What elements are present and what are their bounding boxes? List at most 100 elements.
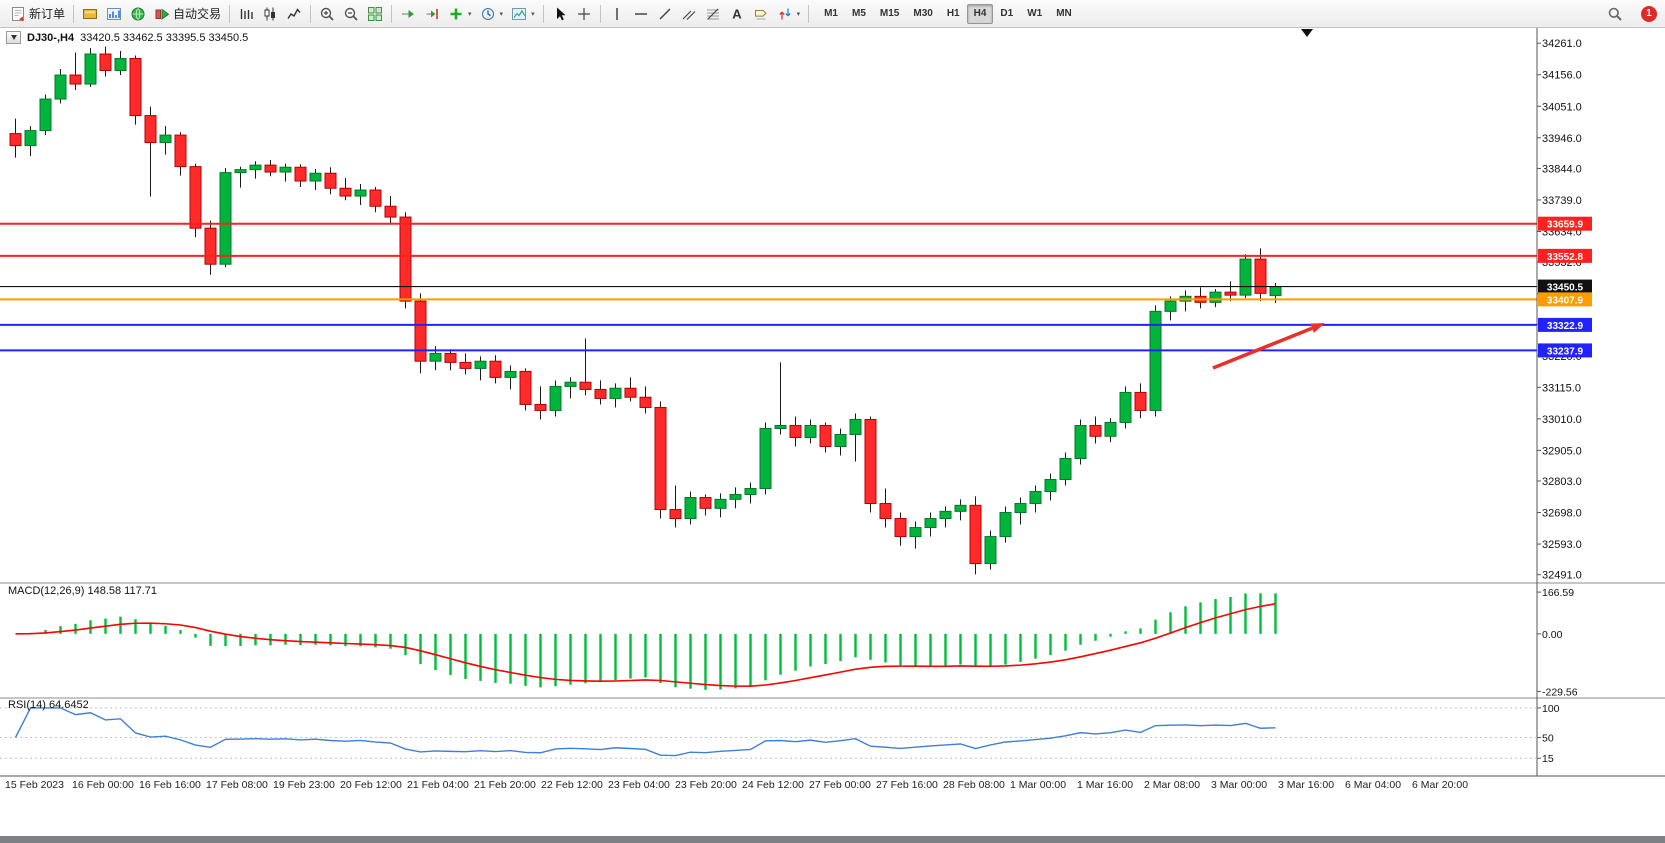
toolbar-separator xyxy=(808,4,810,23)
candlestick-chart-button[interactable] xyxy=(258,3,282,25)
zoom-in-button[interactable] xyxy=(315,3,339,25)
macd-axis-label: 0.00 xyxy=(1542,629,1563,641)
data-window-button[interactable] xyxy=(102,3,126,25)
search-button[interactable] xyxy=(1603,3,1627,25)
new-order-button-label: 新订单 xyxy=(29,7,66,21)
candle-body xyxy=(1164,300,1177,312)
candle-body xyxy=(744,488,757,496)
channel-button[interactable] xyxy=(677,3,701,25)
candle-body xyxy=(339,187,352,197)
symbol-dropdown-button[interactable] xyxy=(6,31,21,44)
tline-icon xyxy=(659,7,671,20)
indicators-button[interactable]: ▾ xyxy=(444,3,476,25)
candle-body xyxy=(114,58,127,72)
blue-chart-icon xyxy=(107,7,122,20)
candle-body xyxy=(954,504,967,512)
tile-windows-button[interactable] xyxy=(363,3,387,25)
vline-icon xyxy=(615,7,618,20)
timeframe-w1[interactable]: W1 xyxy=(1027,8,1043,19)
hline-icon xyxy=(634,12,647,15)
time-axis-label: 24 Feb 12:00 xyxy=(742,779,804,791)
fibonacci-button[interactable] xyxy=(701,3,725,25)
price-axis-label: 32905.0 xyxy=(1542,445,1582,457)
time-axis-label: 16 Feb 16:00 xyxy=(139,779,201,791)
price-axis-label: 33739.0 xyxy=(1542,195,1582,207)
candle-body xyxy=(594,388,607,399)
candle-body xyxy=(534,403,547,411)
timeframe-m1[interactable]: M1 xyxy=(824,8,838,19)
candle-body xyxy=(894,518,907,538)
toolbar-separator xyxy=(599,4,601,23)
svg-text:A: A xyxy=(732,6,742,21)
price-tag xyxy=(1538,248,1592,263)
candle-body xyxy=(1224,291,1237,296)
trendline-button[interactable] xyxy=(653,3,677,25)
candle-body xyxy=(1044,479,1057,493)
candle-body xyxy=(1149,310,1162,411)
time-axis-label: 28 Feb 08:00 xyxy=(943,779,1005,791)
chart-symbol-header: DJ30-,H4 33420.5 33462.5 33395.5 33450.5 xyxy=(6,31,248,44)
horizontal-line-button[interactable] xyxy=(629,3,653,25)
candle-body xyxy=(69,74,82,85)
timeframe-h4[interactable]: H4 xyxy=(966,3,994,24)
autotrade-button[interactable]: 自动交易 xyxy=(150,3,225,25)
timeframe-d1[interactable]: D1 xyxy=(1000,8,1014,19)
timeframe-mn[interactable]: MN xyxy=(1056,8,1072,19)
price-axis-label: 32593.0 xyxy=(1542,539,1582,551)
candle-body xyxy=(504,370,517,378)
search-icon xyxy=(1608,7,1622,21)
arrows-button[interactable]: ▾ xyxy=(773,3,805,25)
toolbar-separator xyxy=(310,4,312,23)
price-axis-label: 34156.0 xyxy=(1542,70,1582,82)
bar-chart-button[interactable] xyxy=(234,3,258,25)
candle-body xyxy=(84,53,97,85)
text-label-button[interactable] xyxy=(749,3,773,25)
new-order-button[interactable]: 新订单 xyxy=(6,3,69,25)
price-tag xyxy=(1538,279,1592,294)
time-axis-label: 22 Feb 12:00 xyxy=(541,779,603,791)
line-chart-button[interactable] xyxy=(282,3,306,25)
candle-body xyxy=(804,424,817,438)
candle-body xyxy=(579,381,592,390)
price-axis-label: 33946.0 xyxy=(1542,133,1582,145)
candle-body xyxy=(144,115,157,144)
candle-body xyxy=(1104,421,1117,437)
periods-icon xyxy=(481,7,494,20)
rsi-axis-label: 100 xyxy=(1542,703,1560,715)
candle-body xyxy=(309,172,322,182)
ohlc-values-label: 33420.5 33462.5 33395.5 33450.5 xyxy=(80,31,249,44)
periods-button[interactable]: ▾ xyxy=(476,3,508,25)
templates-button[interactable]: ▾ xyxy=(507,3,539,25)
price-axis-label: 32698.0 xyxy=(1542,508,1582,520)
candle-body xyxy=(1014,503,1027,514)
candle-body xyxy=(9,133,22,147)
zoom-out-icon xyxy=(344,7,358,21)
cursor-button[interactable] xyxy=(548,3,572,25)
candle-body xyxy=(234,169,247,174)
candle-body xyxy=(459,361,472,369)
text-button[interactable]: A xyxy=(725,3,749,25)
zoom-out-button[interactable] xyxy=(339,3,363,25)
macd-indicator-label: MACD(12,26,9) 148.58 117.71 xyxy=(8,585,157,597)
timeframe-h1[interactable]: H1 xyxy=(946,8,960,19)
toolbar-separator xyxy=(542,4,544,23)
navigator-button[interactable] xyxy=(126,3,150,25)
crosshair-button[interactable] xyxy=(572,3,596,25)
new-order-icon xyxy=(12,6,24,21)
candle-body xyxy=(939,510,952,520)
candle-body xyxy=(444,352,457,363)
chart-shift-button[interactable] xyxy=(420,3,444,25)
vertical-line-button[interactable] xyxy=(605,3,629,25)
timeframe-m5[interactable]: M5 xyxy=(852,8,866,19)
market-watch-button[interactable] xyxy=(78,3,102,25)
time-axis-label: 27 Feb 16:00 xyxy=(876,779,938,791)
notification-badge[interactable]: 1 xyxy=(1641,5,1657,22)
candle-body xyxy=(414,300,427,362)
timeframe-m15[interactable]: M15 xyxy=(879,8,900,19)
timeframe-m30[interactable]: M30 xyxy=(913,8,933,19)
price-axis-label: 34051.0 xyxy=(1542,101,1582,113)
trend-arrow[interactable] xyxy=(1212,326,1313,370)
symbol-timeframe-label: DJ30-,H4 xyxy=(27,31,75,44)
auto-scroll-button[interactable] xyxy=(396,3,420,25)
